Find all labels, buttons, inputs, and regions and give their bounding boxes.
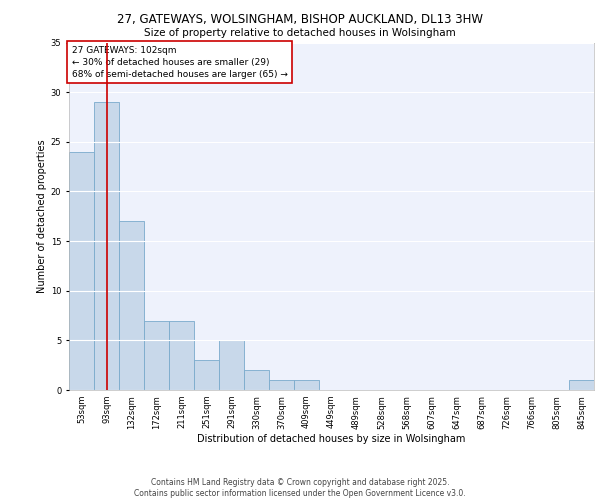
Text: 27, GATEWAYS, WOLSINGHAM, BISHOP AUCKLAND, DL13 3HW: 27, GATEWAYS, WOLSINGHAM, BISHOP AUCKLAN…: [117, 12, 483, 26]
Text: Size of property relative to detached houses in Wolsingham: Size of property relative to detached ho…: [144, 28, 456, 38]
Text: Contains HM Land Registry data © Crown copyright and database right 2025.
Contai: Contains HM Land Registry data © Crown c…: [134, 478, 466, 498]
Bar: [194, 360, 219, 390]
Bar: [94, 102, 119, 390]
Bar: [294, 380, 319, 390]
Bar: [169, 320, 194, 390]
Bar: [69, 152, 94, 390]
Bar: [269, 380, 294, 390]
Text: 27 GATEWAYS: 102sqm
← 30% of detached houses are smaller (29)
68% of semi-detach: 27 GATEWAYS: 102sqm ← 30% of detached ho…: [71, 46, 287, 78]
X-axis label: Distribution of detached houses by size in Wolsingham: Distribution of detached houses by size …: [197, 434, 466, 444]
Bar: [119, 221, 144, 390]
Bar: [144, 320, 169, 390]
Bar: [244, 370, 269, 390]
Y-axis label: Number of detached properties: Number of detached properties: [37, 140, 47, 293]
Bar: [219, 340, 244, 390]
Bar: [569, 380, 594, 390]
